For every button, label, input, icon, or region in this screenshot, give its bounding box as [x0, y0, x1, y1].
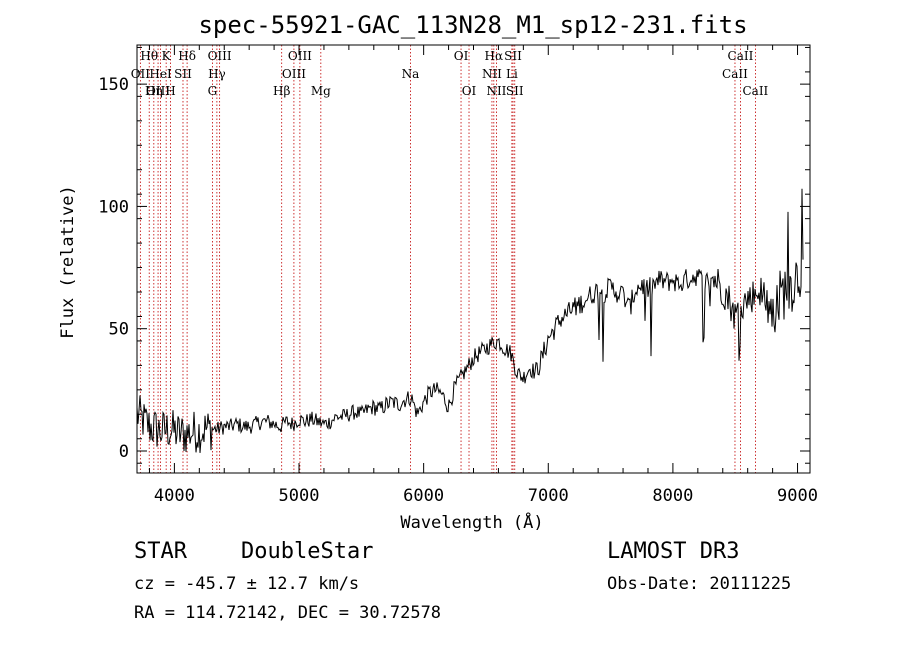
axis-ticks: 4000 5000 6000 7000 8000 9000 0 50 100 150 — [98, 45, 818, 506]
line-label: CaII — [728, 49, 754, 63]
x-axis-label: Wavelength (Å) — [400, 511, 543, 533]
line-label: Mg — [311, 84, 331, 98]
y-tick-label: 0 — [119, 442, 129, 462]
line-label: CaII — [742, 84, 768, 98]
line-label: Na — [402, 67, 420, 81]
survey-name: LAMOST DR3 — [607, 539, 740, 564]
x-tick-label: 8000 — [652, 486, 693, 506]
coordinates: RA = 114.72142, DEC = 30.72578 — [134, 603, 442, 623]
line-label: H — [165, 84, 175, 98]
line-label: Hγ — [208, 67, 226, 81]
y-tick-label: 100 — [98, 197, 129, 217]
line-label: G — [208, 84, 218, 98]
x-tick-label: 6000 — [403, 486, 444, 506]
line-label: OI — [454, 49, 469, 63]
emission-line-labels: Hθ OII OIII K HeI Hη SII H Hδ OIII Hγ G OIII OIII Hβ Mg… — [131, 49, 769, 98]
object-subclass: DoubleStar — [241, 539, 374, 564]
line-label: Hδ — [178, 49, 196, 63]
x-tick-label: 5000 — [279, 486, 320, 506]
line-label: HeI — [149, 67, 172, 81]
y-axis-label: Flux (relative) — [58, 185, 78, 339]
line-label: OII — [131, 67, 151, 81]
line-label: OIII — [288, 49, 312, 63]
line-label: Hβ — [273, 84, 290, 98]
line-label: OIII — [282, 67, 306, 81]
line-label: OI — [462, 84, 477, 98]
line-label: SII — [174, 67, 192, 81]
line-label: CaII — [722, 67, 748, 81]
chart-title: spec-55921-GAC_113N28_M1_sp12-231.fits — [198, 11, 747, 39]
line-label: OIII — [146, 84, 170, 98]
line-label: Hθ — [140, 49, 158, 63]
y-tick-label: 150 — [98, 75, 129, 95]
line-label: SII — [506, 84, 524, 98]
y-tick-label: 50 — [109, 320, 129, 340]
x-tick-label: 7000 — [528, 486, 569, 506]
line-label: SII — [504, 49, 522, 63]
object-class: STAR — [134, 539, 187, 564]
x-tick-label: 4000 — [154, 486, 195, 506]
redshift-info: cz = -45.7 ± 12.7 km/s — [134, 574, 360, 594]
line-label: Hη — [145, 84, 163, 98]
line-label: Li — [506, 67, 518, 81]
spectrum-line — [136, 188, 804, 453]
plot-frame — [136, 44, 811, 474]
obs-date: Obs-Date: 20111225 — [607, 574, 792, 594]
line-label: NII — [482, 67, 502, 81]
line-label: K — [162, 49, 172, 63]
line-label: NII — [486, 84, 506, 98]
emission-line-markers — [139, 45, 756, 473]
line-label: Hα — [485, 49, 504, 63]
x-tick-label: 9000 — [777, 486, 818, 506]
line-label: OIII — [208, 49, 232, 63]
